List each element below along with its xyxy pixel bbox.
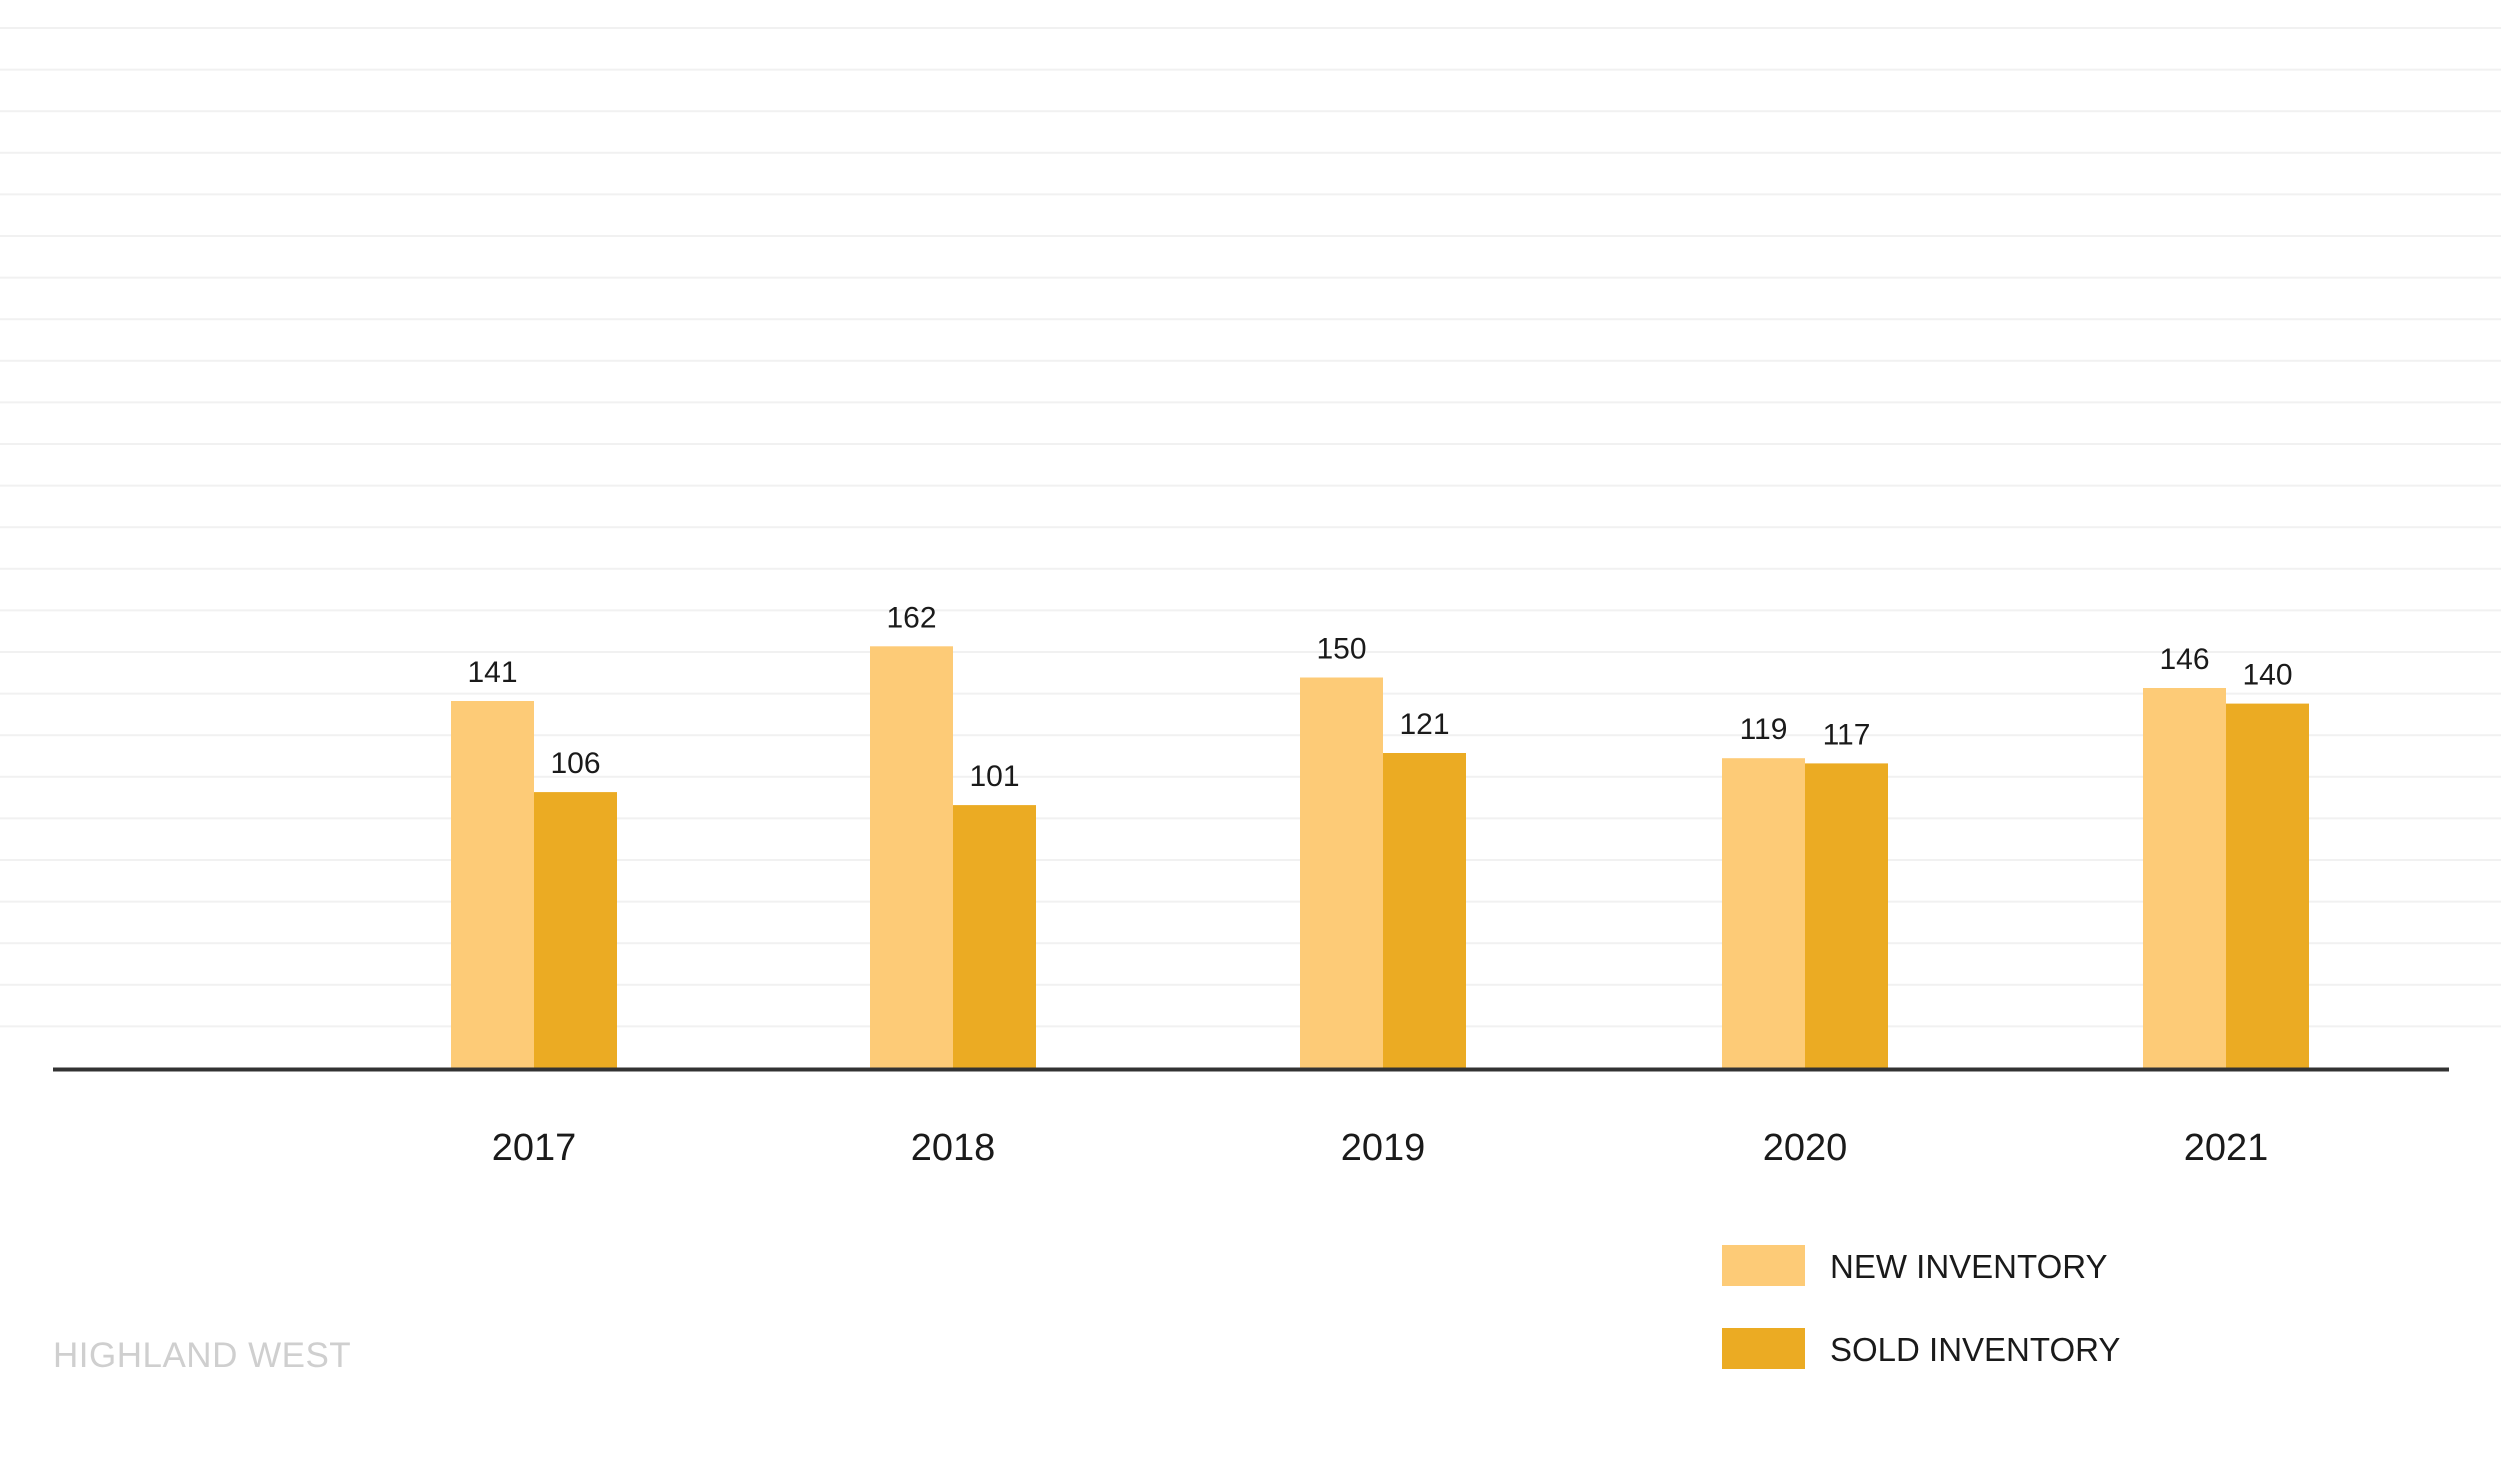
x-tick-label: 2019 bbox=[1341, 1127, 1426, 1169]
data-label: 106 bbox=[550, 747, 600, 780]
x-tick-label: 2018 bbox=[911, 1127, 996, 1169]
legend: NEW INVENTORY SOLD INVENTORY bbox=[1722, 1245, 2120, 1369]
data-label: 162 bbox=[886, 601, 936, 634]
bar-sold-2021 bbox=[2226, 703, 2309, 1068]
legend-label: NEW INVENTORY bbox=[1830, 1248, 2108, 1285]
bar-sold-2020 bbox=[1805, 763, 1888, 1068]
bar-new-2019 bbox=[1300, 677, 1383, 1068]
bar-sold-2018 bbox=[953, 805, 1036, 1068]
legend-label: SOLD INVENTORY bbox=[1830, 1331, 2120, 1368]
bar-new-2017 bbox=[451, 701, 534, 1068]
bar-sold-2019 bbox=[1383, 753, 1466, 1068]
x-tick-label: 2020 bbox=[1763, 1127, 1848, 1169]
x-tick-label: 2021 bbox=[2184, 1127, 2269, 1169]
x-axis-ticks: 2017 2018 2019 2020 2021 bbox=[492, 1127, 2269, 1169]
bar-new-2021 bbox=[2143, 688, 2226, 1068]
data-label: 141 bbox=[467, 656, 517, 689]
data-label: 117 bbox=[1823, 718, 1871, 751]
data-label: 119 bbox=[1740, 713, 1788, 746]
data-label: 146 bbox=[2159, 643, 2209, 676]
legend-swatch bbox=[1722, 1328, 1805, 1369]
gridlines bbox=[0, 27, 2501, 1028]
bar-sold-2017 bbox=[534, 792, 617, 1068]
data-label: 150 bbox=[1316, 633, 1366, 666]
data-labels: 141 106 162 101 150 121 119 117 146 140 bbox=[467, 601, 2292, 793]
bar-new-2018 bbox=[870, 646, 953, 1068]
bars bbox=[451, 646, 2309, 1068]
data-label: 121 bbox=[1399, 708, 1449, 741]
watermark: HIGHLAND WEST bbox=[53, 1336, 352, 1375]
x-tick-label: 2017 bbox=[492, 1127, 577, 1169]
legend-swatch bbox=[1722, 1245, 1805, 1286]
data-label: 140 bbox=[2242, 659, 2292, 692]
data-label: 101 bbox=[969, 760, 1019, 793]
bar-new-2020 bbox=[1722, 758, 1805, 1068]
